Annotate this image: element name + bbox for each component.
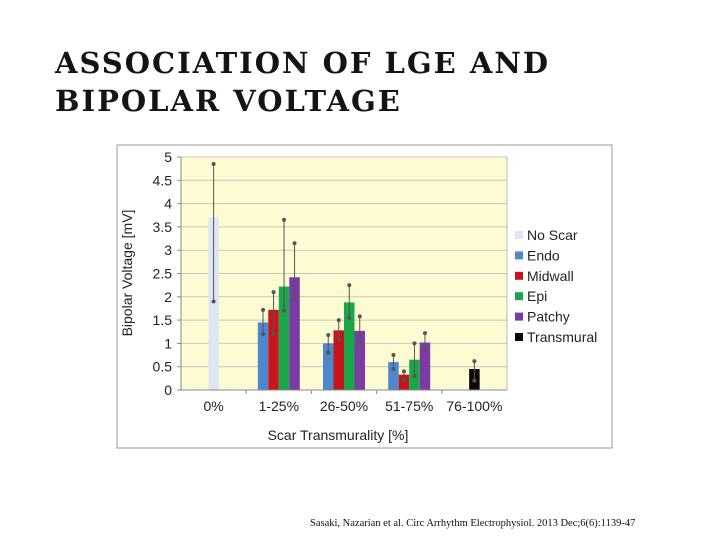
legend-swatch-endo [515, 251, 523, 260]
error-cap-high-endo-1-25 [261, 307, 266, 312]
legend-label-patchy: Patchy [527, 309, 570, 325]
error-cap-high-midwall-1-25 [271, 290, 276, 295]
error-cap-high-endo-26-50 [326, 333, 331, 338]
y-tick-label: 1 [164, 335, 172, 351]
x-tick-labels: 0% 1-25% 26-50% 51-75% 76-100% [203, 390, 502, 414]
error-cap-high-epi-1-25 [282, 217, 287, 222]
error-cap-low-endo-51-75 [391, 367, 396, 372]
citation: Sasaki, Nazarian et al. Circ Arrhythm El… [310, 518, 636, 529]
error-cap-low-patchy-1-25 [292, 297, 297, 302]
error-cap-high-patchy-1-25 [292, 241, 297, 246]
error-cap-low-endo-1-25 [261, 332, 266, 337]
legend-label-endo: Endo [527, 247, 560, 263]
legend-label-epi: Epi [527, 288, 547, 304]
error-bars [211, 161, 477, 383]
error-cap-low-endo-26-50 [326, 350, 331, 355]
legend-swatch-epi [515, 292, 523, 301]
error-cap-low-midwall-51-75 [401, 377, 406, 382]
error-cap-low-midwall-1-25 [271, 332, 276, 337]
bars [208, 217, 480, 390]
x-tick-label: 1-25% [259, 398, 299, 414]
error-cap-low-midwall-26-50 [336, 337, 341, 342]
bar-patchy-1-25 [289, 277, 300, 390]
x-tick-label: 0% [203, 398, 223, 414]
error-cap-low-epi-51-75 [412, 374, 417, 379]
x-tick-label: 76-100% [446, 398, 502, 414]
y-tick-label: 0 [164, 382, 172, 398]
error-cap-low-epi-1-25 [282, 308, 287, 313]
y-tick-label: 3.5 [153, 219, 173, 235]
y-tick-label: 4.5 [153, 172, 173, 188]
bar-patchy-26-50 [354, 330, 365, 390]
y-tick-label: 1.5 [153, 312, 173, 328]
y-tick-label: 0.5 [153, 359, 173, 375]
bar-midwall-26-50 [333, 330, 344, 390]
error-cap-high-endo-51-75 [391, 353, 396, 358]
y-tick-label: 2 [164, 289, 172, 305]
x-tick-label: 26-50% [320, 398, 368, 414]
x-axis-label: Scar Transmurality [%] [268, 427, 409, 443]
bar-endo-51-75 [388, 362, 399, 390]
slide-title: ASSOCIATION OF LGE AND BIPOLAR VOLTAGE [55, 44, 695, 120]
y-tick-labels: 0 0.5 1 1.5 2 2.5 3 3.5 4 4.5 5 [153, 149, 181, 398]
error-cap-high-patchy-51-75 [422, 331, 427, 336]
bar-midwall-51-75 [398, 374, 410, 390]
error-cap-high-epi-51-75 [412, 341, 417, 346]
error-cap-low-epi-26-50 [347, 315, 352, 320]
error-cap-low-transmural-76-100 [472, 378, 477, 383]
bar-endo-26-50 [323, 343, 334, 390]
legend-label-midwall: Midwall [527, 268, 574, 284]
error-cap-low-patchy-51-75 [422, 348, 427, 353]
legend-swatch-no-scar [515, 231, 523, 239]
bar-no-scar-0 [208, 217, 219, 390]
legend-swatch-midwall [515, 271, 523, 280]
y-tick-label: 5 [164, 149, 172, 165]
error-cap-low-no-scar-0 [211, 299, 216, 304]
error-cap-high-epi-26-50 [347, 283, 352, 288]
error-cap-high-no-scar-0 [211, 161, 216, 166]
legend-swatch-patchy [515, 312, 523, 321]
error-cap-low-patchy-26-50 [357, 341, 362, 346]
title-line-2: BIPOLAR VOLTAGE [55, 84, 402, 118]
bar-patchy-51-75 [419, 342, 431, 390]
y-tick-label: 2.5 [153, 266, 173, 282]
legend-label-no-scar: No Scar [527, 227, 578, 243]
legend-swatch-transmural [515, 333, 523, 341]
bar-midwall-1-25 [268, 309, 279, 390]
y-axis-label: Bipolar Voltage [mV] [119, 210, 135, 337]
legend: No Scar Endo Midwall Epi Patchy Transmural [515, 227, 597, 345]
y-tick-label: 4 [164, 196, 172, 212]
bar-epi-26-50 [344, 302, 355, 390]
error-cap-high-patchy-26-50 [357, 314, 362, 319]
bar-epi-1-25 [278, 286, 290, 390]
error-cap-high-midwall-26-50 [336, 318, 341, 323]
bar-endo-1-25 [257, 322, 269, 390]
title-line-1: ASSOCIATION OF LGE AND [55, 46, 551, 80]
x-tick-label: 51-75% [385, 398, 433, 414]
y-tick-label: 3 [164, 242, 172, 258]
error-cap-high-midwall-51-75 [401, 369, 406, 374]
error-cap-high-transmural-76-100 [472, 359, 477, 364]
legend-label-transmural: Transmural [527, 329, 597, 345]
